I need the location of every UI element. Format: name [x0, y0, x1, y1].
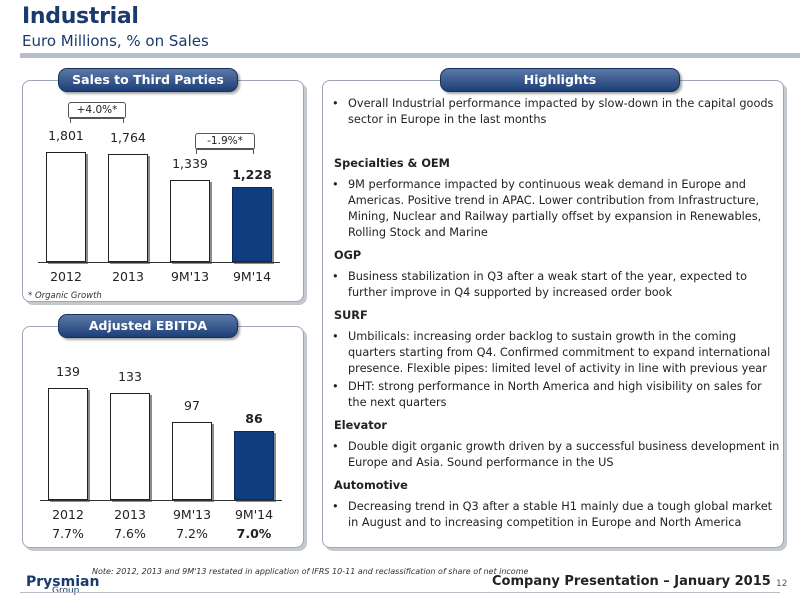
- page-subtitle: Euro Millions, % on Sales: [22, 32, 209, 50]
- category-label: 2012: [52, 507, 84, 522]
- growth-label-annual: +4.0%*: [68, 102, 126, 119]
- highlight-bullet: • DHT: strong performance in North Americ…: [332, 380, 762, 409]
- section-heading: Elevator: [334, 419, 387, 432]
- organic-growth-note: * Organic Growth: [28, 291, 102, 301]
- chart-bar: [170, 180, 210, 262]
- chart-bar: [108, 154, 148, 262]
- bullet-icon: •: [332, 500, 339, 513]
- bullet-icon: •: [332, 380, 339, 393]
- section-heading: Specialties & OEM: [334, 157, 450, 170]
- chart-bar: [46, 152, 86, 262]
- margin-label: 7.0%: [236, 526, 272, 541]
- margin-label: 7.6%: [114, 526, 146, 541]
- growth-label-9m: -1.9%*: [195, 133, 255, 150]
- bar-value-label: 86: [245, 410, 263, 426]
- bar-value-label: 139: [56, 364, 80, 379]
- bullet-icon: •: [332, 440, 339, 453]
- footer-rule: [20, 592, 780, 593]
- highlight-bullet: • 9M performance impacted by continuous w…: [332, 178, 762, 239]
- presentation-title: Company Presentation – January 2015: [492, 574, 771, 589]
- highlight-bullet: • Umbilicals: increasing order backlog to…: [332, 330, 771, 375]
- bullet-icon: •: [332, 270, 339, 283]
- bullet-icon: •: [332, 97, 339, 110]
- bullet-icon: •: [332, 178, 339, 191]
- highlight-bullet: • Business stabilization in Q3 after a we…: [332, 270, 748, 299]
- bullet-icon: •: [332, 330, 339, 343]
- highlight-bullet: • Decreasing trend in Q3 after a stable H…: [332, 500, 773, 529]
- margin-label: 7.2%: [176, 526, 208, 541]
- growth-bracket-9m: [196, 148, 254, 154]
- category-label: 2013: [114, 507, 146, 522]
- bar-value-label: 1,228: [232, 166, 272, 182]
- ebitda-panel-title: Adjusted EBITDA: [58, 314, 238, 338]
- chart-baseline: [38, 262, 280, 263]
- chart-bar: [48, 388, 88, 500]
- bar-value-label: 1,339: [172, 156, 208, 172]
- section-heading: OGP: [334, 249, 362, 262]
- category-label: 2012: [50, 269, 82, 284]
- restatement-note: Note: 2012, 2013 and 9M'13 restated in a…: [92, 567, 529, 576]
- section-heading: Automotive: [334, 479, 408, 492]
- growth-bracket-annual: [70, 117, 124, 123]
- header-rule: [20, 53, 800, 58]
- chart-bar: [232, 186, 272, 262]
- sales-panel-title: Sales to Third Parties: [58, 68, 238, 92]
- highlights-panel-title: Highlights: [440, 68, 680, 92]
- chart-baseline: [40, 500, 282, 501]
- highlights-list: • Overall Industrial performance impacted…: [330, 96, 782, 533]
- prysmian-logo: Prysmian Group: [26, 574, 100, 596]
- category-label: 9M'14: [234, 507, 274, 522]
- margin-label: 7.7%: [52, 526, 84, 541]
- bar-value-label: 133: [118, 368, 142, 384]
- bar-value-label: 1,764: [110, 130, 146, 146]
- chart-bar: [234, 430, 274, 500]
- category-label: 9M'14: [232, 269, 272, 284]
- highlight-bullet: • Double digit organic growth driven by a…: [332, 440, 780, 469]
- bar-value-label: 1,801: [48, 128, 84, 143]
- highlights-panel: [322, 80, 784, 548]
- section-heading: SURF: [334, 309, 368, 322]
- chart-bar: [172, 421, 212, 500]
- page-number: 12: [776, 579, 788, 589]
- category-label: 9M'13: [172, 507, 212, 522]
- chart-bar: [110, 392, 150, 500]
- category-label: 2013: [112, 269, 144, 284]
- category-label: 9M'13: [170, 269, 210, 284]
- page-title: Industrial: [22, 4, 139, 29]
- bar-value-label: 97: [184, 397, 200, 413]
- highlight-intro: • Overall Industrial performance impacted…: [332, 97, 774, 126]
